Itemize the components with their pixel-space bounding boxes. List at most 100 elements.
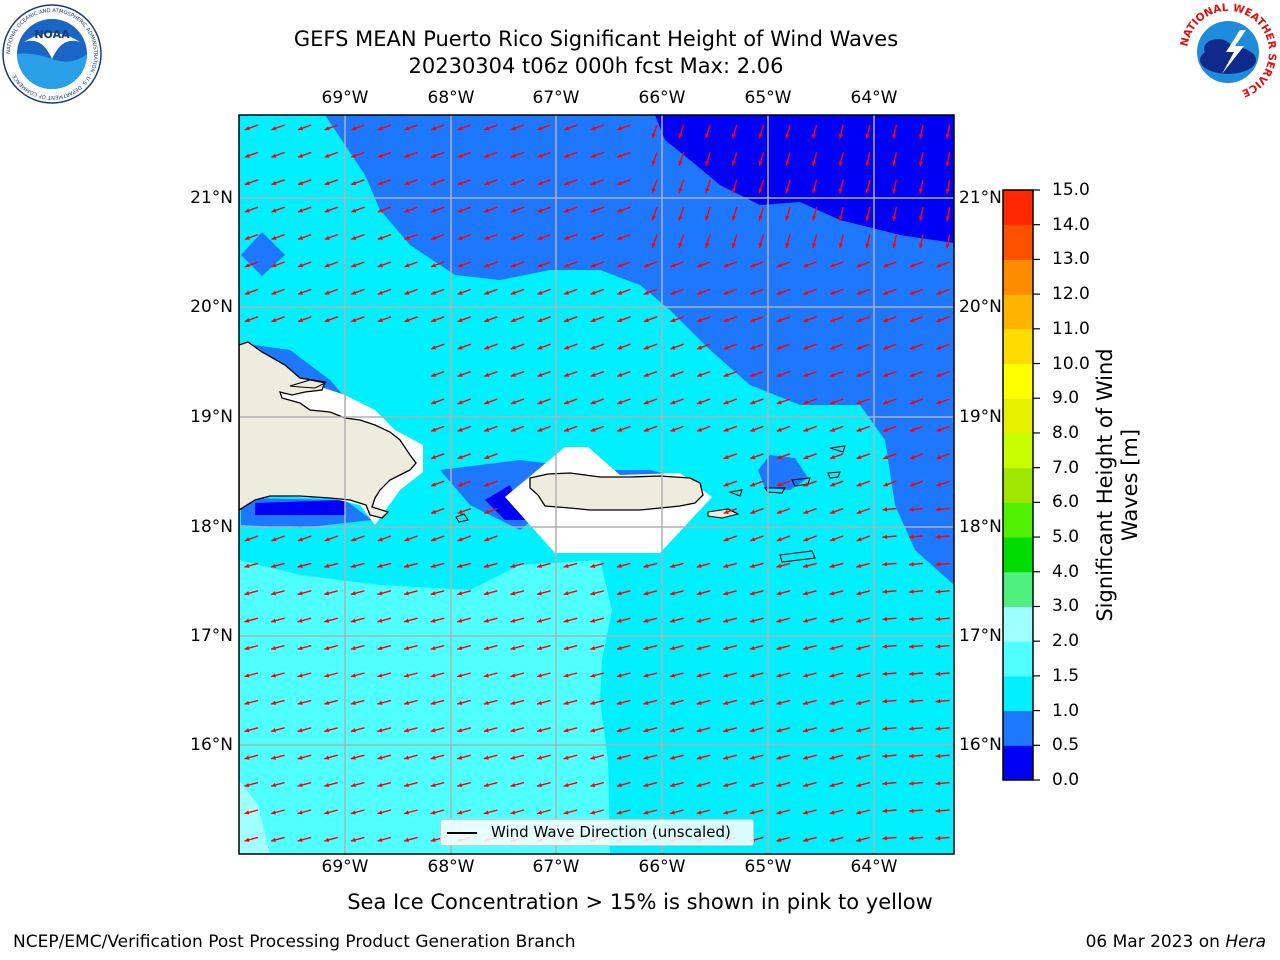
colorbar-tick-label: 5.0 [1052,527,1080,548]
wave-direction-arrowhead [298,181,304,186]
wave-direction-arrowhead [457,673,463,678]
wave-direction-arrowhead [431,372,437,377]
wave-direction-arrowhead [945,161,950,167]
hispaniola-coast [239,341,417,519]
wave-direction-arrowhead [643,782,649,788]
wave-direction-arrowhead [404,318,410,323]
wave-direction-arrowhead [271,208,277,213]
wave-direction-arrowhead [537,645,542,651]
wave-direction-arrowhead [563,563,569,568]
wave-direction-arrowhead [776,673,782,678]
wave-direction-arrowhead [590,235,596,240]
wave-direction-arrowhead [351,153,357,158]
wave-direction-arrowhead [483,673,489,678]
wave-direction-arrowhead [324,153,330,158]
wave-direction-arrowhead [785,133,790,139]
wave-direction-arrowhead [856,263,862,268]
wave-direction-arrowhead [537,372,543,377]
wave-direction-arrowhead [803,591,808,596]
wave-direction-arrowhead [271,591,276,596]
wave-direction-arrowhead [892,161,897,167]
wave-direction-arrowhead [803,318,809,323]
wave-direction-arrowhead [564,400,570,405]
wave-direction-arrowhead [324,755,330,760]
wave-direction-arrowhead [617,318,623,323]
wave-direction-arrowhead [616,645,622,651]
wave-direction-arrowhead [457,126,463,131]
wave-direction-arrowhead [404,700,409,705]
wave-direction-arrowhead [484,455,490,460]
wave-direction-arrowhead [670,755,675,760]
wave-direction-arrowhead [696,645,702,651]
colorbar-tick-label: 15.0 [1052,180,1090,200]
wave-direction-arrowhead [670,263,676,268]
wave-direction-arrowhead [935,589,941,594]
wave-direction-arrowhead [350,591,356,596]
wave-direction-arrowhead [430,618,436,623]
wave-direction-arrowhead [616,700,622,705]
wave-direction-arrowhead [696,782,702,788]
wave-direction-arrowhead [617,263,623,268]
wave-direction-arrowhead [723,591,729,596]
wave-direction-arrowhead [856,482,862,487]
wave-direction-arrowhead [918,133,924,139]
lon-label-bottom: 68°W [427,857,475,877]
wave-direction-arrowhead [244,263,250,268]
wave-direction-arrowhead [670,318,676,323]
wave-direction-arrowhead [776,837,782,842]
colorbar-tick-label: 13.0 [1052,249,1090,270]
wave-direction-arrowhead [297,700,303,705]
wave-direction-arrowhead [909,644,914,649]
wave-direction-arrowhead [484,181,490,186]
wave-direction-arrowhead [431,509,437,514]
wave-direction-arrowhead [324,208,330,213]
wave-direction-arrowhead [617,372,623,377]
wave-direction-arrowhead [457,318,463,323]
wave-direction-arrowhead [909,753,914,759]
colorbar-band [1003,363,1033,399]
wave-direction-arrowhead [935,671,941,676]
wave-direction-arrowhead [324,837,330,842]
wave-direction-arrowhead [856,290,862,295]
wave-direction-arrowhead [430,645,436,651]
wave-direction-arrowhead [483,645,489,651]
wave-direction-arrowhead [935,753,941,759]
wave-direction-arrowhead [297,563,303,568]
wave-direction-arrowhead [803,728,808,733]
wave-direction-arrowhead [537,618,542,623]
wave-direction-arrowhead [909,781,914,786]
colorbar-band [1003,537,1033,573]
wave-direction-arrowhead [723,372,729,377]
wave-direction-arrowhead [909,534,914,539]
wave-direction-arrowhead [590,126,596,131]
wave-direction-arrowhead [537,126,543,131]
wave-direction-arrowhead [484,126,490,131]
wave-direction-arrowhead [882,562,888,567]
footer-branch: NCEP/EMC/Verification Post Processing Pr… [13,932,576,952]
wave-direction-arrowhead [510,235,516,240]
wave-direction-arrowhead [909,427,915,432]
wave-direction-arrowhead [670,645,675,651]
wave-direction-arrowhead [430,755,436,760]
wave-direction-arrowhead [670,591,675,596]
wave-direction-arrowhead [670,400,676,405]
tortuga-island [289,379,327,389]
wave-direction-arrowhead [758,188,763,194]
wave-direction-arrowhead [705,242,710,248]
wave-direction-arrowhead [457,618,463,623]
wave-direction-arrowhead [537,345,543,350]
colorbar-tick-label: 4.0 [1052,561,1080,582]
wave-direction-arrowhead [803,810,808,815]
wave-direction-arrowhead [882,726,888,731]
wave-direction-arrowhead [883,372,889,377]
wave-direction-arrowhead [457,181,463,186]
wave-direction-arrowhead [749,673,755,678]
field-level-0.5-1 [325,115,954,585]
wave-direction-arrowhead [563,810,569,815]
wave-direction-arrowhead [484,427,490,432]
wave-direction-arrowhead [271,810,276,815]
wave-direction-arrowhead [510,263,516,268]
wave-direction-arrowhead [616,755,622,760]
wave-direction-arrowhead [590,782,596,788]
wave-direction-arrowhead [298,126,304,131]
